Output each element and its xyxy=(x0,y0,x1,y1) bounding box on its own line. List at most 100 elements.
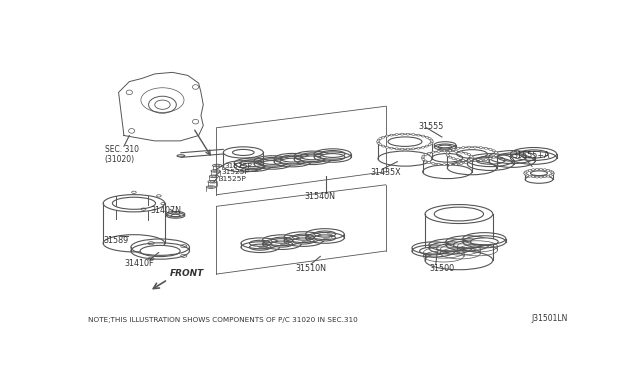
Ellipse shape xyxy=(436,244,464,252)
Ellipse shape xyxy=(547,175,550,177)
Ellipse shape xyxy=(460,163,463,164)
Text: 31540N: 31540N xyxy=(305,192,336,202)
Ellipse shape xyxy=(437,163,440,165)
Ellipse shape xyxy=(468,160,470,162)
Ellipse shape xyxy=(381,136,385,138)
Ellipse shape xyxy=(470,155,473,157)
Text: 31500: 31500 xyxy=(429,264,455,273)
Ellipse shape xyxy=(452,148,455,150)
Ellipse shape xyxy=(260,161,285,167)
Ellipse shape xyxy=(431,141,433,142)
Ellipse shape xyxy=(454,241,481,249)
Ellipse shape xyxy=(454,150,458,153)
Ellipse shape xyxy=(526,174,529,176)
Text: 31435X: 31435X xyxy=(371,168,401,177)
Ellipse shape xyxy=(543,169,547,171)
Ellipse shape xyxy=(464,161,467,163)
Ellipse shape xyxy=(401,148,404,150)
Ellipse shape xyxy=(494,155,497,157)
Ellipse shape xyxy=(379,144,382,146)
Ellipse shape xyxy=(425,145,428,147)
Ellipse shape xyxy=(489,148,492,150)
Ellipse shape xyxy=(524,172,527,174)
Ellipse shape xyxy=(140,246,180,257)
Ellipse shape xyxy=(494,151,497,153)
Ellipse shape xyxy=(551,171,554,173)
Text: SEC. 310
(31020): SEC. 310 (31020) xyxy=(105,145,139,164)
Ellipse shape xyxy=(300,156,325,163)
Ellipse shape xyxy=(422,158,425,160)
Ellipse shape xyxy=(395,134,398,135)
Ellipse shape xyxy=(424,160,427,162)
Ellipse shape xyxy=(479,147,483,148)
Ellipse shape xyxy=(425,136,428,138)
Ellipse shape xyxy=(171,214,180,217)
Ellipse shape xyxy=(449,150,452,152)
Ellipse shape xyxy=(292,238,314,244)
Ellipse shape xyxy=(470,238,498,246)
Ellipse shape xyxy=(449,156,452,158)
Ellipse shape xyxy=(492,156,495,158)
Ellipse shape xyxy=(428,144,431,146)
Ellipse shape xyxy=(401,133,404,135)
Ellipse shape xyxy=(438,145,452,149)
Ellipse shape xyxy=(385,135,388,137)
Ellipse shape xyxy=(406,133,410,135)
Ellipse shape xyxy=(412,148,415,150)
Ellipse shape xyxy=(240,163,265,170)
Ellipse shape xyxy=(271,241,292,247)
Ellipse shape xyxy=(524,171,527,173)
Text: 31555+A: 31555+A xyxy=(513,151,550,160)
Ellipse shape xyxy=(474,146,477,148)
Ellipse shape xyxy=(460,151,463,153)
Ellipse shape xyxy=(430,142,433,144)
Ellipse shape xyxy=(422,146,424,148)
Ellipse shape xyxy=(474,160,477,162)
Ellipse shape xyxy=(449,164,452,166)
Ellipse shape xyxy=(250,244,271,250)
Text: 31555: 31555 xyxy=(418,122,444,131)
Ellipse shape xyxy=(437,150,440,153)
Ellipse shape xyxy=(447,151,450,153)
Text: 31510N: 31510N xyxy=(296,264,326,273)
Ellipse shape xyxy=(470,157,474,159)
Ellipse shape xyxy=(543,176,547,178)
Ellipse shape xyxy=(536,176,538,178)
Ellipse shape xyxy=(155,100,170,109)
Ellipse shape xyxy=(435,207,484,221)
Text: NOTE;THIS ILLUSTRATION SHOWS COMPONENTS OF P/C 31020 IN SEC.310: NOTE;THIS ILLUSTRATION SHOWS COMPONENTS … xyxy=(88,317,358,323)
Ellipse shape xyxy=(484,147,488,149)
Ellipse shape xyxy=(420,247,447,255)
Ellipse shape xyxy=(456,147,460,149)
Ellipse shape xyxy=(461,160,465,161)
Ellipse shape xyxy=(529,169,531,171)
Ellipse shape xyxy=(428,161,431,163)
Ellipse shape xyxy=(381,145,385,147)
Ellipse shape xyxy=(489,158,492,160)
Ellipse shape xyxy=(540,169,543,170)
Ellipse shape xyxy=(376,141,380,142)
Text: 31407N: 31407N xyxy=(151,206,182,215)
Text: J31501LN: J31501LN xyxy=(532,314,568,323)
Ellipse shape xyxy=(280,158,305,165)
Ellipse shape xyxy=(443,150,446,152)
Ellipse shape xyxy=(430,139,433,141)
Ellipse shape xyxy=(549,174,552,176)
Ellipse shape xyxy=(454,163,458,165)
Ellipse shape xyxy=(468,154,470,155)
Ellipse shape xyxy=(314,235,336,241)
Ellipse shape xyxy=(449,150,452,152)
Ellipse shape xyxy=(377,142,380,144)
Ellipse shape xyxy=(417,147,420,149)
Ellipse shape xyxy=(484,159,488,161)
Ellipse shape xyxy=(470,158,473,160)
Ellipse shape xyxy=(422,155,425,157)
Ellipse shape xyxy=(551,172,554,174)
Ellipse shape xyxy=(492,150,495,152)
Ellipse shape xyxy=(467,160,470,162)
Ellipse shape xyxy=(540,176,543,178)
Text: 31410F: 31410F xyxy=(125,259,154,268)
Ellipse shape xyxy=(495,153,498,155)
Ellipse shape xyxy=(524,173,527,175)
Ellipse shape xyxy=(452,158,455,160)
